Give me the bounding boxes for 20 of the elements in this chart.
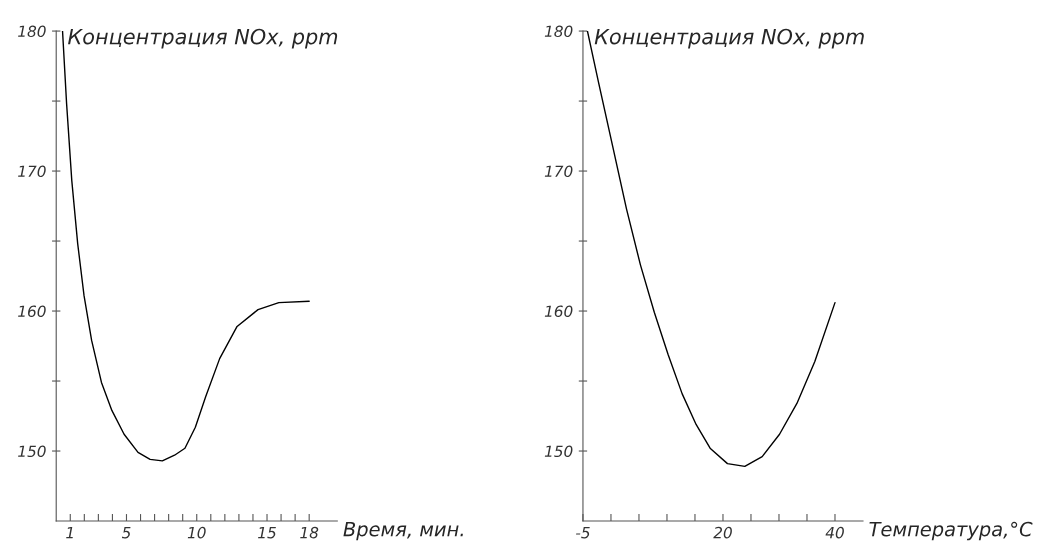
x-tick-label: 1: [66, 527, 73, 539]
x-tick-label: 18: [300, 526, 319, 539]
x-tick-label: 20: [713, 526, 732, 539]
x-axis-title: Температура,°C: [869, 521, 1033, 541]
x-tick-label: 10: [187, 526, 206, 539]
x-tick-label: 40: [825, 526, 844, 539]
y-axis-title: Концентрация NOx, ppm: [68, 28, 338, 49]
y-tick-label: 160: [544, 305, 573, 318]
x-tick-label: 15: [258, 527, 276, 539]
x-tick-label: -5: [576, 527, 590, 539]
y-tick-label: 170: [544, 165, 573, 178]
y-tick-label: 180: [18, 25, 46, 38]
x-tick-label: 5: [121, 527, 131, 539]
y-axis-title: Концентрация NOx, ppm: [594, 28, 864, 49]
y-tick-label: 150: [544, 445, 573, 458]
y-tick-label: 180: [544, 25, 573, 38]
y-tick-label: 170: [18, 165, 46, 178]
y-tick-label: 150: [18, 445, 46, 458]
x-axis-title: Время, мин.: [343, 522, 463, 541]
y-tick-label: 160: [18, 305, 46, 318]
